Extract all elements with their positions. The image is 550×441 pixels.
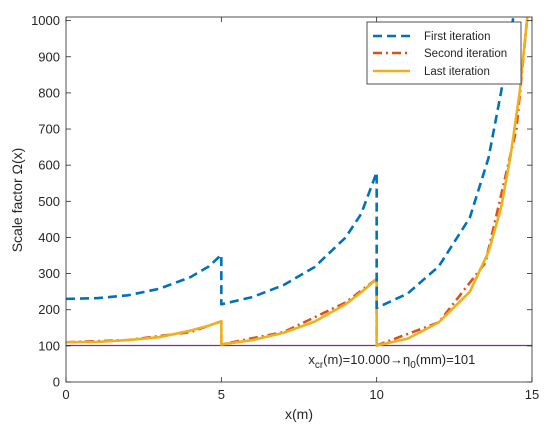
- annotation-sub-c: 0: [410, 360, 416, 371]
- annotation-sub-a: cr: [315, 360, 324, 371]
- axes-layer: [65, 16, 533, 383]
- legend-entry-first: First iteration: [373, 31, 490, 43]
- y-tick-label: 700: [38, 122, 60, 137]
- legend: First iteration Second iteration Last it…: [366, 21, 522, 85]
- annotation-part-d: (mm)=101: [416, 352, 476, 367]
- x-tick-label: 10: [369, 387, 383, 402]
- legend-label-last: Last iteration: [424, 66, 490, 78]
- y-axis-label: Scale factor Ω(x): [9, 148, 25, 253]
- series-layer: [66, 17, 529, 347]
- y-tick-label: 400: [38, 230, 60, 245]
- y-tick-label: 900: [38, 49, 60, 64]
- series-line-first-iteration: [66, 17, 515, 310]
- legend-entry-second: Second iteration: [373, 48, 507, 60]
- axes-box: [65, 16, 533, 383]
- legend-label-second: Second iteration: [424, 48, 507, 60]
- y-tick-label: 200: [38, 302, 60, 317]
- x-tick-label: 15: [525, 387, 539, 402]
- legend-entry-last: Last iteration: [373, 66, 490, 78]
- x-tick-label: 5: [218, 387, 225, 402]
- series-line-last-iteration: [66, 17, 529, 347]
- y-tick-label: 0: [53, 375, 60, 390]
- annotation-part-b: (m)=10.000→: [323, 352, 403, 367]
- y-tick-label: 100: [38, 338, 60, 353]
- y-tick-label: 300: [38, 266, 60, 281]
- annotation-text: xcr(m)=10.000→η0(mm)=101: [308, 352, 475, 371]
- x-tick-label: 0: [62, 387, 69, 402]
- y-tick-label: 500: [38, 194, 60, 209]
- legend-label-first: First iteration: [424, 31, 490, 43]
- annotation-part-a: x: [308, 352, 315, 367]
- annotation-part-c: η: [403, 352, 410, 367]
- y-tick-label: 1000: [31, 13, 60, 28]
- tick-layer: 0 5 10 15 0 100 200 300 400 500 600 700 800 900 1000: [31, 13, 539, 402]
- y-tick-label: 600: [38, 158, 60, 173]
- x-axis-label: x(m): [285, 406, 313, 422]
- y-tick-label: 800: [38, 85, 60, 100]
